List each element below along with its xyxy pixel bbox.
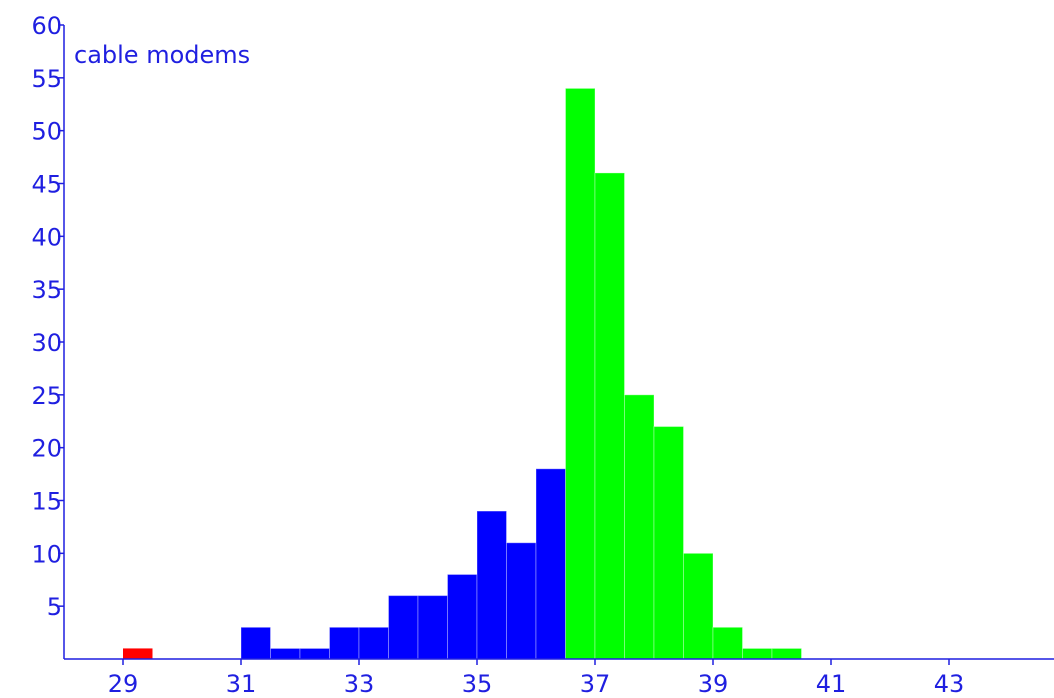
histogram-bar xyxy=(270,647,301,660)
x-tick-label: 35 xyxy=(462,670,493,698)
y-tick-label: 55 xyxy=(31,65,62,93)
x-axis-ticks: 29 31 33 35 37 39 41 43 xyxy=(108,659,965,698)
histogram-bar xyxy=(123,648,153,659)
histogram-bar xyxy=(653,426,684,660)
histogram-bar xyxy=(299,647,330,660)
histogram-bar xyxy=(329,626,360,660)
histogram-bar xyxy=(624,394,655,660)
y-tick-label: 15 xyxy=(31,488,62,516)
histogram-bar xyxy=(388,595,419,660)
histogram-bar xyxy=(417,595,448,660)
histogram-bar xyxy=(358,626,389,660)
histogram-bar xyxy=(594,172,625,660)
x-tick-label: 33 xyxy=(344,670,375,698)
histogram-bar xyxy=(506,542,537,660)
x-tick-label: 31 xyxy=(226,670,257,698)
y-tick-label: 30 xyxy=(31,329,62,357)
bars-group xyxy=(123,87,802,660)
y-tick-label: 45 xyxy=(31,171,62,199)
y-tick-label: 25 xyxy=(31,382,62,410)
histogram-bar xyxy=(565,87,596,660)
y-tick-label: 50 xyxy=(31,118,62,146)
x-tick-label: 37 xyxy=(580,670,611,698)
histogram-bar xyxy=(742,647,773,660)
histogram-bar xyxy=(712,626,743,660)
x-tick-label: 29 xyxy=(108,670,139,698)
x-tick-label: 43 xyxy=(934,670,965,698)
histogram-bar xyxy=(535,468,566,660)
y-axis-ticks: 5 10 15 20 25 30 35 40 45 50 55 60 xyxy=(31,12,64,621)
y-tick-label: 10 xyxy=(31,540,62,568)
x-tick-label: 41 xyxy=(816,670,847,698)
y-axis-title: cable modems xyxy=(74,41,250,69)
y-tick-label: 20 xyxy=(31,435,62,463)
histogram-bar xyxy=(683,552,714,660)
y-tick-label: 5 xyxy=(47,593,62,621)
histogram-bar xyxy=(476,510,507,660)
y-tick-label: 60 xyxy=(31,12,62,40)
x-tick-label: 39 xyxy=(698,670,729,698)
histogram-bar xyxy=(240,626,271,660)
y-tick-label: 35 xyxy=(31,276,62,304)
histogram-bar xyxy=(447,573,478,660)
y-tick-label: 40 xyxy=(31,223,62,251)
histogram-bar xyxy=(771,647,802,660)
